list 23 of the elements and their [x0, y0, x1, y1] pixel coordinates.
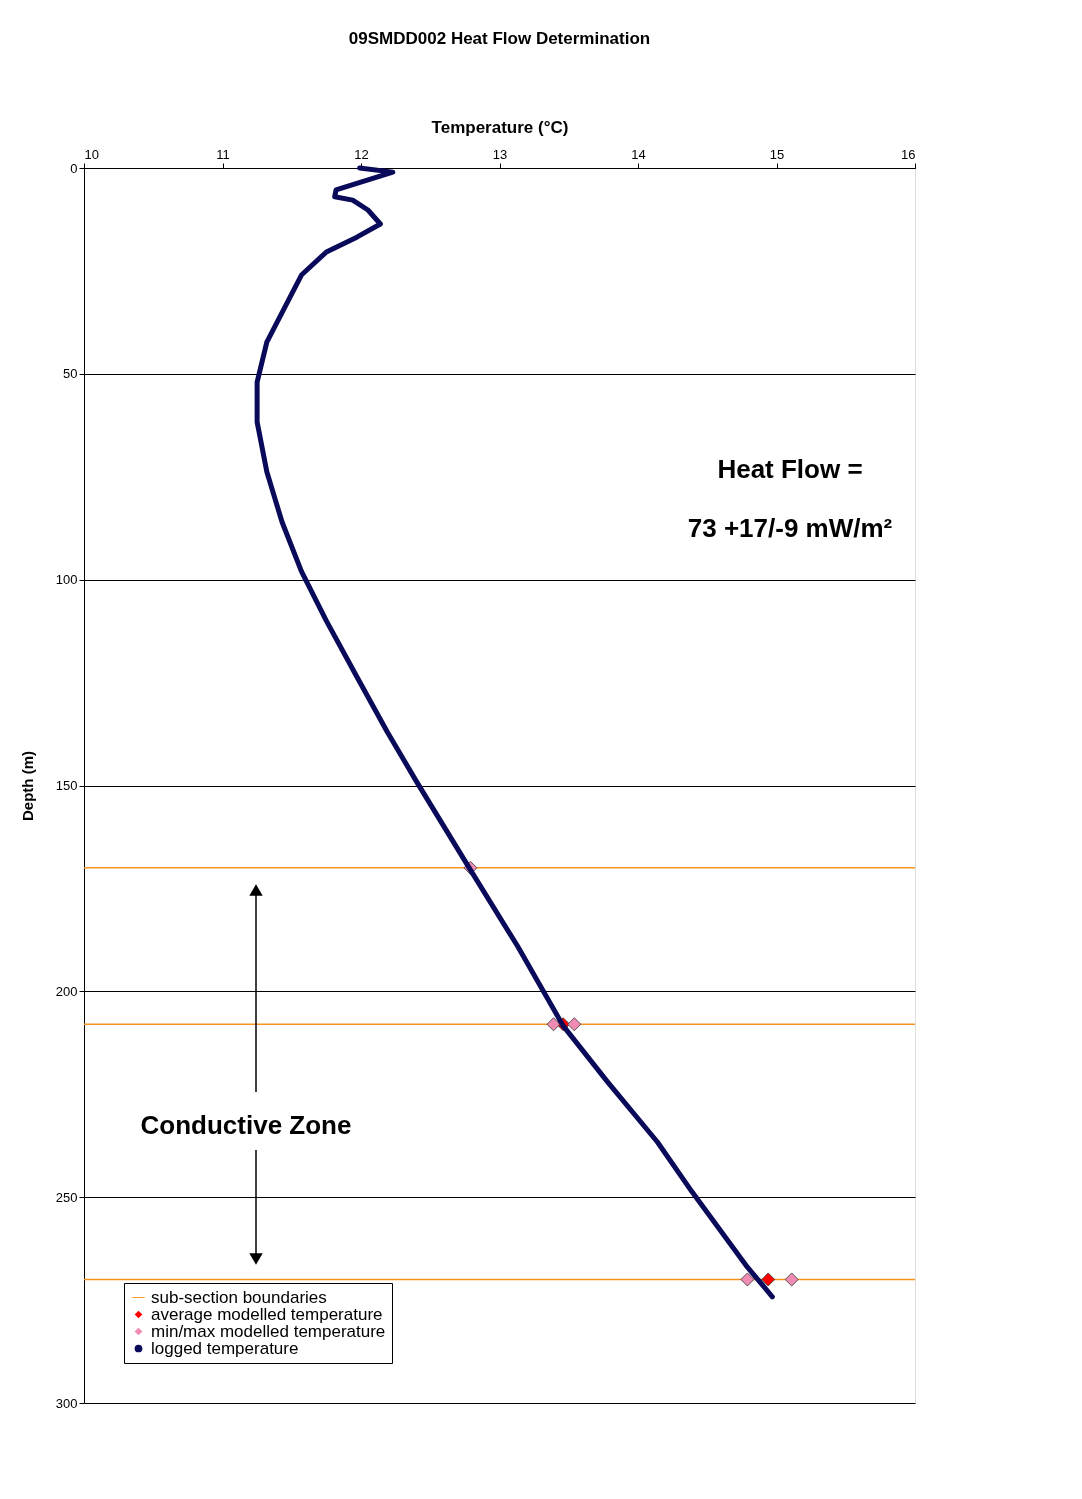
- x-tick-label: 16: [901, 146, 916, 162]
- legend-label: average modelled temperature: [151, 1304, 383, 1324]
- y-tick-label: 50: [63, 366, 78, 382]
- y-tick-label: 250: [55, 1189, 78, 1205]
- y-tick-label: 300: [55, 1395, 78, 1411]
- y-tick-label: 200: [55, 983, 78, 999]
- x-tick-label: 14: [631, 146, 646, 162]
- y-axis-title: Depth (m): [18, 751, 36, 821]
- annotation: Conductive Zone: [140, 1110, 352, 1140]
- chart-title: 09SMDD002 Heat Flow Determination: [348, 29, 651, 48]
- y-tick-label: 150: [55, 778, 78, 793]
- x-tick-label: 10: [84, 146, 99, 162]
- legend-label: sub-section boundaries: [151, 1287, 327, 1307]
- annotation: Heat Flow =: [717, 454, 863, 484]
- annotation: 73 +17/-9 mW/m²: [687, 513, 893, 543]
- x-axis-title: Temperature (°C): [431, 117, 569, 137]
- y-tick-label: 0: [70, 160, 78, 176]
- y-tick-label: 100: [55, 572, 78, 588]
- x-tick-label: 15: [769, 146, 785, 162]
- x-tick-label: 12: [354, 146, 369, 162]
- x-tick-label: 13: [492, 146, 508, 162]
- x-tick-label: 11: [216, 146, 230, 162]
- legend-label: logged temperature: [151, 1338, 299, 1358]
